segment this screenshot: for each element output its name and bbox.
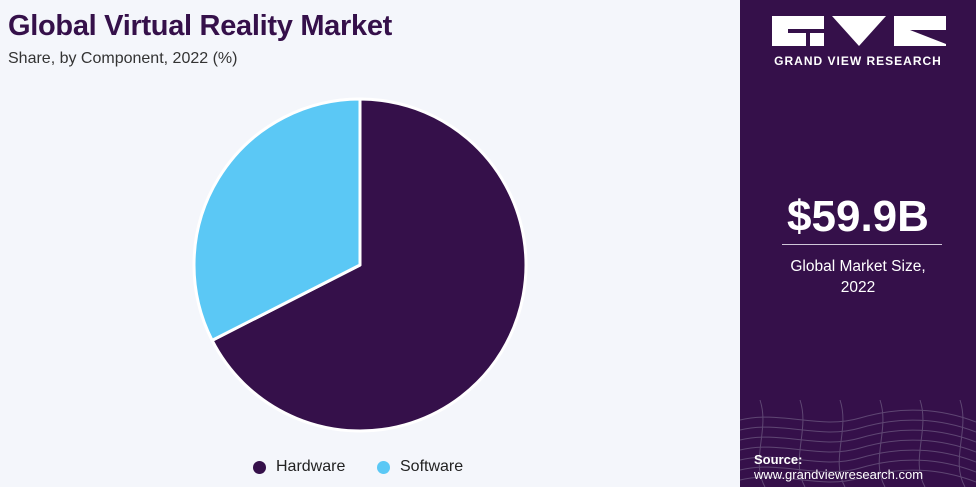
legend-swatch-hardware	[253, 460, 266, 474]
legend-swatch-software	[377, 460, 390, 474]
source-label: Source:	[754, 452, 803, 467]
pie-chart	[192, 97, 528, 433]
chart-panel: Global Virtual Reality Market Share, by …	[0, 10, 740, 482]
pie-slice-software	[192, 97, 362, 342]
source-url: www.grandviewresearch.com	[754, 467, 924, 482]
legend-label-hardware: Hardware	[276, 458, 346, 475]
brand-name: GRAND VIEW RESEARCH	[774, 54, 942, 68]
wave-pattern	[740, 400, 976, 487]
market-size-label-line1: Global Market Size,	[790, 258, 926, 275]
market-size-value: $59.9B	[787, 192, 929, 241]
chart-subtitle: Share, by Component, 2022 (%)	[8, 50, 238, 67]
legend-item-software: Software	[377, 458, 463, 476]
chart-title: Global Virtual Reality Market	[8, 10, 393, 42]
pie-slice-hardware	[210, 97, 528, 433]
legend-item-hardware: Hardware	[253, 458, 345, 476]
gvr-logo-icon	[772, 16, 946, 46]
divider	[782, 244, 942, 245]
market-size-label-line2: 2022	[840, 279, 876, 296]
source-note: Source: www.grandviewresearch.com	[754, 452, 923, 482]
market-size-label: Global Market Size, 2022	[740, 256, 976, 298]
info-sidebar: GRAND VIEW RESEARCH $59.9B Global Market…	[740, 0, 976, 487]
legend-label-software: Software	[400, 458, 464, 475]
chart-legend: Hardware Software	[0, 458, 740, 482]
